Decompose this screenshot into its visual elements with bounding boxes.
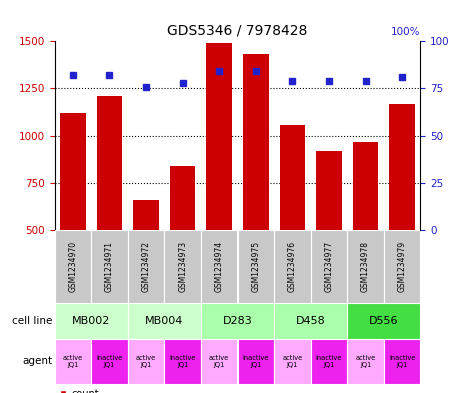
Bar [347, 339, 384, 384]
Text: GSM1234970: GSM1234970 [68, 241, 77, 292]
Text: inactive
JQ1: inactive JQ1 [316, 355, 342, 368]
Text: active
JQ1: active JQ1 [136, 355, 156, 368]
Bar [128, 303, 201, 339]
Text: GSM1234979: GSM1234979 [398, 241, 407, 292]
Bar [316, 151, 342, 230]
Bar [55, 230, 91, 303]
Text: GSM1234971: GSM1234971 [105, 241, 114, 292]
Bar [60, 113, 86, 230]
Text: GSM1234974: GSM1234974 [215, 241, 224, 292]
Text: inactive
JQ1: inactive JQ1 [389, 355, 415, 368]
Bar [274, 230, 311, 303]
Bar [128, 230, 164, 303]
Text: active
JQ1: active JQ1 [209, 355, 229, 368]
Text: GSM1234972: GSM1234972 [142, 241, 151, 292]
Bar [201, 339, 238, 384]
Bar [207, 43, 232, 230]
Bar [55, 339, 91, 384]
Text: MB002: MB002 [72, 316, 110, 326]
Bar [347, 303, 420, 339]
Bar [243, 53, 268, 230]
Text: inactive
JQ1: inactive JQ1 [96, 355, 123, 368]
Text: GSM1234978: GSM1234978 [361, 241, 370, 292]
Bar [311, 339, 347, 384]
Bar [91, 230, 128, 303]
Text: cell line: cell line [12, 316, 52, 326]
Text: 100%: 100% [391, 28, 420, 37]
Bar [280, 125, 305, 230]
Bar [384, 339, 420, 384]
Bar [353, 142, 378, 230]
Bar [201, 230, 238, 303]
Text: agent: agent [22, 356, 52, 366]
Bar [170, 166, 195, 230]
Text: active
JQ1: active JQ1 [63, 355, 83, 368]
Bar [201, 303, 274, 339]
Bar [311, 230, 347, 303]
Bar [91, 339, 128, 384]
Text: GSM1234976: GSM1234976 [288, 241, 297, 292]
Bar [384, 230, 420, 303]
Text: active
JQ1: active JQ1 [282, 355, 303, 368]
Bar [347, 230, 384, 303]
Title: GDS5346 / 7978428: GDS5346 / 7978428 [167, 23, 308, 37]
Bar [238, 339, 274, 384]
Text: D556: D556 [369, 316, 399, 326]
Text: D458: D458 [296, 316, 325, 326]
Text: GSM1234975: GSM1234975 [251, 241, 260, 292]
Text: GSM1234973: GSM1234973 [178, 241, 187, 292]
Legend: count, percentile rank within the sample: count, percentile rank within the sample [59, 389, 236, 393]
Bar [164, 230, 201, 303]
Text: D283: D283 [223, 316, 252, 326]
Bar [133, 200, 159, 230]
Bar [55, 303, 128, 339]
Text: GSM1234977: GSM1234977 [324, 241, 333, 292]
Bar [164, 339, 201, 384]
Bar [274, 339, 311, 384]
Bar [97, 96, 122, 230]
Text: inactive
JQ1: inactive JQ1 [243, 355, 269, 368]
Bar [238, 230, 274, 303]
Bar [274, 303, 347, 339]
Bar [390, 105, 415, 230]
Text: MB004: MB004 [145, 316, 183, 326]
Text: inactive
JQ1: inactive JQ1 [170, 355, 196, 368]
Text: active
JQ1: active JQ1 [355, 355, 376, 368]
Bar [128, 339, 164, 384]
